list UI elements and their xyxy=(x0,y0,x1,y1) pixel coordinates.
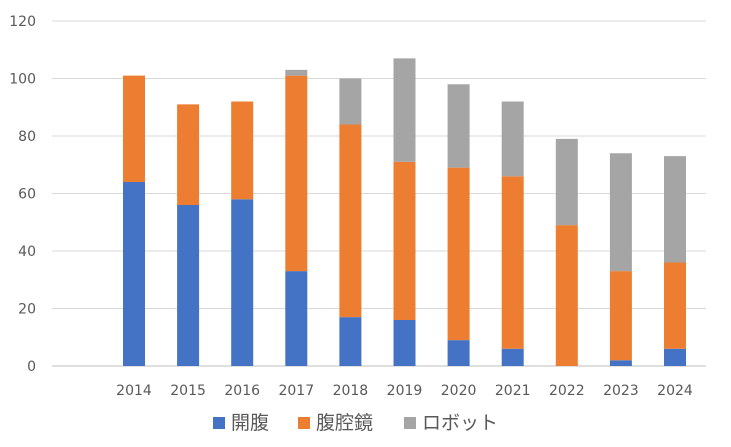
y-tick-label: 20 xyxy=(18,302,36,318)
bar-segment xyxy=(231,199,254,366)
bar-segment xyxy=(664,156,686,263)
x-tick-label: 2015 xyxy=(170,383,206,399)
x-tick-label: 2022 xyxy=(549,383,585,399)
bar-segment xyxy=(609,360,632,366)
bar-segment xyxy=(177,104,200,205)
legend-swatch xyxy=(404,417,416,429)
x-tick-label: 2023 xyxy=(603,383,639,399)
x-tick-label: 2014 xyxy=(116,383,152,399)
bar-segment xyxy=(285,75,308,272)
bar-segment xyxy=(447,167,470,341)
bar-segment xyxy=(123,182,145,366)
y-tick-label: 100 xyxy=(9,72,36,88)
bar-segment xyxy=(285,271,308,366)
bar-segment xyxy=(339,78,362,125)
y-tick-label: 60 xyxy=(18,187,36,203)
bar-segment xyxy=(447,84,470,168)
bar-segment xyxy=(609,271,632,361)
legend-label: ロボット xyxy=(422,412,498,434)
legend-label: 開腹 xyxy=(231,412,269,434)
bar-segment xyxy=(501,101,524,177)
x-tick-label: 2024 xyxy=(657,383,693,399)
x-axis-ticks: 2014 2015 2016 2017 2018 2019 2020 2021 2022 2023… xyxy=(116,383,693,399)
bar-segment xyxy=(339,124,362,318)
legend-swatch xyxy=(213,417,225,429)
legend: 開腹 腹腔鏡 ロボット xyxy=(213,412,498,434)
bar-segment xyxy=(339,317,362,366)
bar-segment xyxy=(555,138,578,226)
bar-segment xyxy=(555,225,578,366)
bar-segment xyxy=(123,75,145,182)
bar-segment xyxy=(501,348,524,366)
bar-segment xyxy=(393,320,416,366)
bar-segment xyxy=(664,262,686,349)
bars xyxy=(123,58,686,366)
bar-segment xyxy=(393,161,416,320)
bar-segment xyxy=(609,153,632,272)
x-tick-label: 2016 xyxy=(224,383,260,399)
x-tick-label: 2019 xyxy=(387,383,423,399)
bar-segment xyxy=(447,340,470,366)
legend-label: 腹腔鏡 xyxy=(316,412,373,434)
bar-segment xyxy=(231,101,254,200)
y-tick-label: 120 xyxy=(9,14,36,30)
y-tick-label: 80 xyxy=(18,129,36,145)
bar-segment xyxy=(664,348,686,366)
bar-segment xyxy=(393,58,416,162)
gridlines xyxy=(52,20,706,367)
bar-segment xyxy=(285,69,308,76)
bar-segment xyxy=(501,176,524,349)
x-tick-label: 2021 xyxy=(495,383,531,399)
legend-swatch xyxy=(298,417,310,429)
x-tick-label: 2017 xyxy=(278,383,314,399)
bar-segment xyxy=(177,205,200,366)
x-tick-label: 2018 xyxy=(333,383,369,399)
y-axis-ticks: 0 20 40 60 80 100 120 xyxy=(9,14,36,375)
y-tick-label: 40 xyxy=(18,244,36,260)
y-tick-label: 0 xyxy=(27,359,36,375)
x-tick-label: 2020 xyxy=(441,383,477,399)
